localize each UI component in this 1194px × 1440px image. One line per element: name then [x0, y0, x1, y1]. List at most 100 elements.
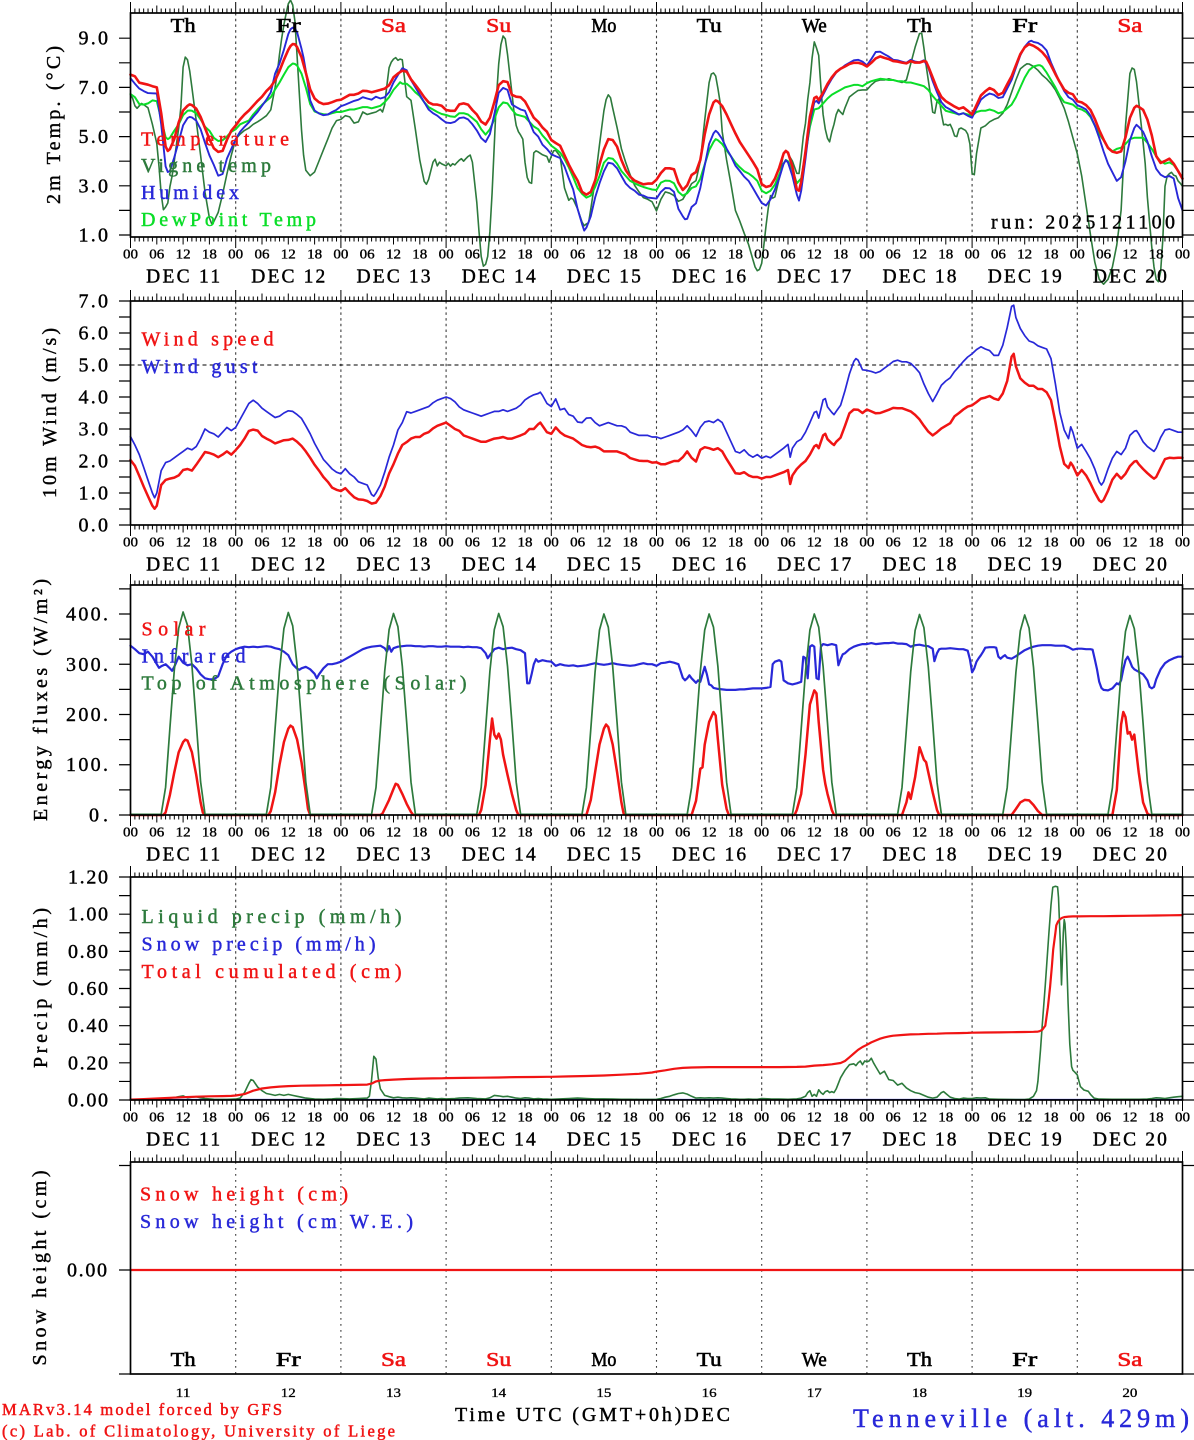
svg-text:06: 06 — [1096, 535, 1111, 550]
svg-text:12: 12 — [281, 825, 296, 840]
svg-text:12: 12 — [491, 247, 506, 262]
svg-text:18: 18 — [1149, 535, 1164, 550]
svg-text:19: 19 — [1017, 1385, 1032, 1400]
svg-text:Snow height (cm): Snow height (cm) — [140, 1183, 348, 1205]
svg-text:DEC 14: DEC 14 — [462, 267, 536, 288]
svg-text:06: 06 — [255, 247, 270, 262]
svg-text:00: 00 — [1175, 825, 1190, 840]
svg-text:00: 00 — [754, 825, 769, 840]
svg-text:18: 18 — [1044, 247, 1059, 262]
svg-text:06: 06 — [781, 247, 796, 262]
svg-text:06: 06 — [991, 825, 1006, 840]
svg-text:18: 18 — [938, 1110, 953, 1125]
svg-text:DEC 18: DEC 18 — [883, 1130, 957, 1151]
svg-text:DEC 15: DEC 15 — [567, 555, 641, 576]
svg-text:06: 06 — [991, 1110, 1006, 1125]
svg-text:12: 12 — [807, 1110, 822, 1125]
svg-text:00: 00 — [859, 247, 874, 262]
svg-text:18: 18 — [1044, 535, 1059, 550]
svg-text:DEC 15: DEC 15 — [567, 845, 641, 866]
svg-text:We: We — [802, 1349, 827, 1371]
svg-text:00: 00 — [544, 535, 559, 550]
svg-text:Snow precip (mm/h): Snow precip (mm/h) — [142, 933, 376, 955]
svg-text:DEC 18: DEC 18 — [883, 555, 957, 576]
svg-text:7.0: 7.0 — [79, 77, 109, 99]
svg-text:Su: Su — [486, 1349, 511, 1371]
svg-text:DEC 19: DEC 19 — [988, 845, 1062, 866]
svg-text:12: 12 — [1017, 535, 1032, 550]
svg-text:1.20: 1.20 — [68, 867, 108, 889]
svg-text:0.40: 0.40 — [68, 1015, 108, 1037]
svg-text:12: 12 — [281, 247, 296, 262]
svg-text:DEC 16: DEC 16 — [672, 267, 746, 288]
svg-text:18: 18 — [623, 825, 638, 840]
svg-text:06: 06 — [781, 1110, 796, 1125]
svg-text:3.0: 3.0 — [79, 419, 109, 441]
svg-text:0.20: 0.20 — [68, 1052, 108, 1074]
svg-text:DEC 20: DEC 20 — [1093, 845, 1167, 866]
svg-text:12: 12 — [702, 1110, 717, 1125]
svg-text:DEC 14: DEC 14 — [462, 845, 536, 866]
svg-text:Su: Su — [486, 15, 511, 37]
svg-text:06: 06 — [149, 535, 164, 550]
svg-text:0.80: 0.80 — [68, 941, 108, 963]
svg-text:DEC 11: DEC 11 — [146, 1130, 220, 1151]
svg-text:06: 06 — [255, 825, 270, 840]
svg-text:00: 00 — [123, 247, 138, 262]
svg-text:2m Temp. (°C): 2m Temp. (°C) — [43, 46, 65, 204]
svg-text:12: 12 — [386, 247, 401, 262]
svg-text:Th: Th — [171, 15, 196, 37]
svg-text:DEC 17: DEC 17 — [777, 267, 851, 288]
svg-text:18: 18 — [518, 247, 533, 262]
svg-text:00: 00 — [649, 1110, 664, 1125]
svg-text:06: 06 — [360, 1110, 375, 1125]
svg-text:18: 18 — [1149, 247, 1164, 262]
svg-text:18: 18 — [623, 1110, 638, 1125]
svg-text:Mo: Mo — [591, 1349, 616, 1371]
svg-text:DEC 12: DEC 12 — [251, 845, 325, 866]
svg-text:12: 12 — [596, 1110, 611, 1125]
svg-text:12: 12 — [912, 825, 927, 840]
svg-text:Th: Th — [907, 15, 932, 37]
svg-text:00: 00 — [544, 247, 559, 262]
svg-text:06: 06 — [886, 535, 901, 550]
svg-text:00: 00 — [228, 825, 243, 840]
svg-text:18: 18 — [202, 1110, 217, 1125]
svg-text:06: 06 — [675, 825, 690, 840]
svg-text:Time UTC (GMT+0h)DEC: Time UTC (GMT+0h)DEC — [455, 1404, 730, 1426]
svg-text:06: 06 — [781, 825, 796, 840]
svg-text:06: 06 — [465, 1110, 480, 1125]
svg-text:12: 12 — [702, 825, 717, 840]
svg-text:00: 00 — [1070, 535, 1085, 550]
svg-text:DEC 16: DEC 16 — [672, 1130, 746, 1151]
svg-text:DEC 12: DEC 12 — [251, 1130, 325, 1151]
svg-text:11: 11 — [176, 1385, 191, 1400]
svg-text:06: 06 — [781, 535, 796, 550]
svg-text:DEC 19: DEC 19 — [988, 1130, 1062, 1151]
svg-text:Th: Th — [907, 1349, 932, 1371]
svg-text:18: 18 — [728, 535, 743, 550]
svg-text:Fr: Fr — [1012, 15, 1037, 37]
svg-text:6.0: 6.0 — [79, 323, 109, 345]
svg-text:DEC 16: DEC 16 — [672, 555, 746, 576]
svg-text:18: 18 — [728, 247, 743, 262]
svg-text:12: 12 — [176, 247, 191, 262]
svg-text:00: 00 — [439, 247, 454, 262]
svg-text:00: 00 — [754, 1110, 769, 1125]
svg-text:12: 12 — [1017, 825, 1032, 840]
svg-text:00: 00 — [965, 247, 980, 262]
svg-text:Fr: Fr — [276, 15, 301, 37]
svg-text:00: 00 — [333, 535, 348, 550]
svg-text:00: 00 — [228, 1110, 243, 1125]
svg-text:Snow height (cm): Snow height (cm) — [29, 1171, 51, 1366]
svg-text:18: 18 — [307, 535, 322, 550]
svg-text:DEC 17: DEC 17 — [777, 1130, 851, 1151]
svg-text:18: 18 — [202, 247, 217, 262]
svg-text:00: 00 — [228, 247, 243, 262]
svg-text:12: 12 — [281, 1110, 296, 1125]
svg-text:18: 18 — [623, 247, 638, 262]
svg-text:18: 18 — [833, 535, 848, 550]
svg-text:06: 06 — [149, 247, 164, 262]
svg-text:18: 18 — [307, 247, 322, 262]
svg-text:06: 06 — [991, 247, 1006, 262]
